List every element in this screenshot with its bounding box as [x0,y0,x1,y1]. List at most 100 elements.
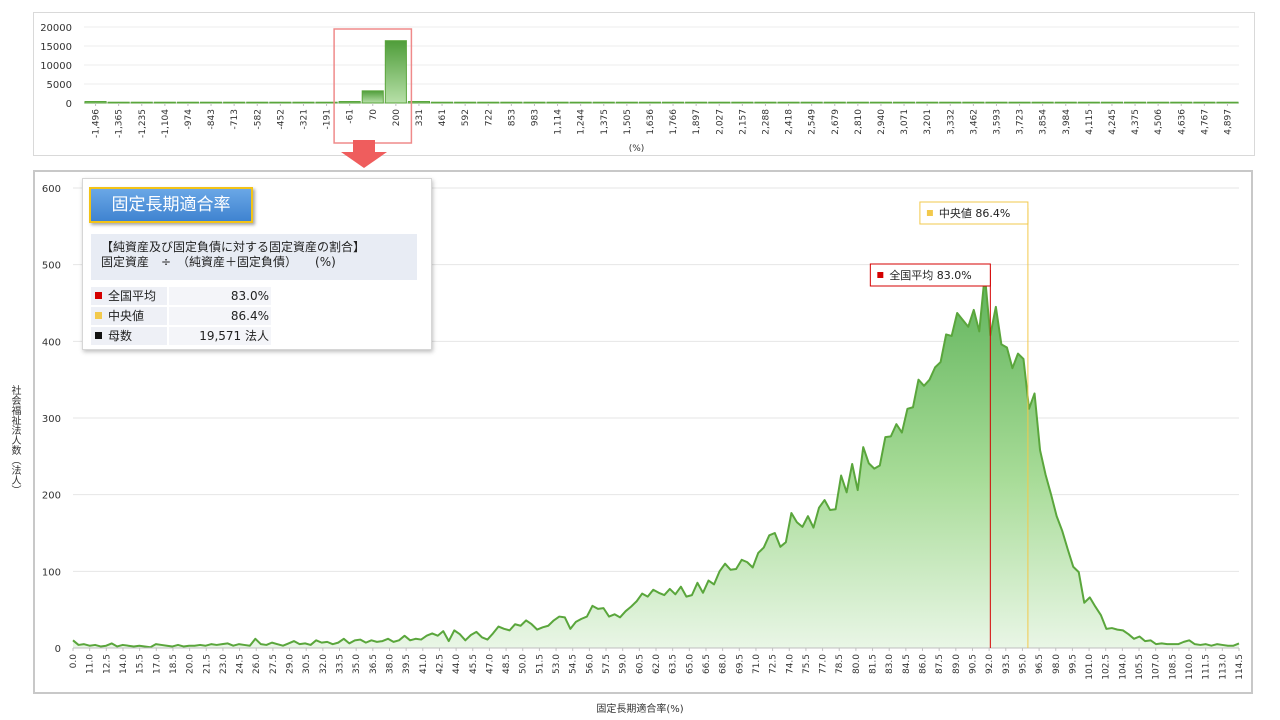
overview-bar [615,101,638,104]
info-description: 【純資産及び固定負債に対する固定資産の割合】 固定資産 ÷ （純資産＋固定負債）… [91,234,417,280]
main-x-tick-label: 75.5 [802,654,812,674]
main-y-tick-label: 300 [42,414,61,425]
main-x-tick-label: 108.5 [1168,654,1178,680]
overview-x-tick-label: 1,766 [669,109,679,135]
overview-x-tick-label: 2,288 [761,109,771,135]
main-x-tick-label: 18.5 [169,654,179,674]
overview-x-tick-label: -582 [253,109,263,129]
overview-bar [731,101,754,104]
main-x-tick-label: 81.5 [869,654,879,674]
overview-bar [893,101,916,104]
main-x-tick-label: 12.5 [102,654,112,674]
overview-x-tick-label: 1,505 [623,109,633,135]
overview-bar [916,101,939,104]
stat-value: 83.0% [169,287,271,305]
overview-bar [985,101,1008,104]
main-x-tick-label: 20.0 [186,654,196,674]
overview-bar [777,101,800,104]
main-x-tick-label: 74.0 [785,654,795,674]
overview-x-tick-label: 2,810 [854,109,864,135]
main-x-tick-label: 71.0 [752,654,762,674]
overview-x-tick-label: -1,365 [115,109,125,138]
main-x-tick-label: 78.5 [835,654,845,674]
overview-bar [1100,101,1124,104]
main-x-tick-label: 104.0 [1118,654,1128,680]
zoom-arrow-icon [341,140,387,168]
main-x-tick-label: 96.5 [1035,654,1045,674]
main-y-tick-label: 600 [42,184,61,195]
overview-x-tick-label: 2,679 [831,109,841,135]
overview-x-tick-label: 4,375 [1131,109,1141,135]
overview-bar [176,101,199,104]
stat-row-median: 中央値 86.4% [91,307,271,325]
stat-value: 19,571 法人 [169,327,271,345]
main-x-tick-label: 102.5 [1102,654,1112,680]
main-x-tick-label: 36.5 [369,654,379,674]
main-x-tick-label: 84.5 [902,654,912,674]
overview-bar [939,101,962,104]
info-box: 固定長期適合率 【純資産及び固定負債に対する固定資産の割合】 固定資産 ÷ （純… [82,178,432,350]
overview-bar [523,101,546,104]
overview-bar [153,101,176,104]
overview-bar [708,101,731,104]
main-x-tick-label: 68.0 [719,654,729,674]
main-x-tick-label: 95.0 [1018,654,1028,674]
main-x-tick-label: 14.0 [119,654,129,674]
main-series-line [72,273,1240,649]
main-x-tick-label: 38.0 [385,654,395,674]
main-x-tick-label: 86.0 [919,654,929,674]
overview-x-tick-label: 4,767 [1200,109,1210,135]
main-x-tick-label: 87.5 [935,654,945,674]
overview-x-tick-label: 983 [530,109,540,126]
overview-bar [685,101,708,104]
overview-x-tick-label: -191 [323,109,333,129]
overview-x-tick-label: 3,984 [1062,109,1072,135]
overview-bar [1054,101,1077,104]
overview-x-tick-label: 722 [484,109,494,126]
main-y-axis-title: 社会福祉法人数（法人） [9,385,20,495]
overview-bar [662,101,685,104]
overview-bar [800,101,823,104]
main-y-tick-label: 100 [42,567,61,578]
main-x-tick-label: 90.5 [968,654,978,674]
main-x-tick-label: 59.0 [619,654,629,674]
overview-x-tick-label: 3,071 [900,109,910,135]
main-x-tick-label: 114.5 [1235,654,1245,680]
marker-square-icon-0 [877,272,884,278]
overview-bar [431,101,454,104]
stat-label: 全国平均 [108,289,157,303]
overview-x-tick-label: 1,375 [600,109,610,135]
main-x-tick-label: 93.5 [1002,654,1012,674]
marker-label-box-1 [919,201,1029,225]
main-y-tick-label: 400 [42,337,61,348]
main-x-tick-label: 35.0 [352,654,362,674]
overview-bar [1170,101,1193,104]
overview-x-tick-label: 3,332 [946,109,956,135]
main-x-tick-label: 24.5 [236,654,246,674]
overview-chart-panel: 20000 15000 10000 5000 0 -1,496 -1,365 -1,235 -1… [33,12,1255,156]
main-x-tick-label: 11.0 [86,654,96,674]
main-x-tick-label: 26.0 [252,654,262,674]
info-desc-line2: 固定資産 ÷ （純資産＋固定負債） (%) [101,255,336,269]
main-x-tick-label: 21.5 [202,654,212,674]
overview-bar [361,90,384,104]
overview-x-tick-label: -1,496 [92,109,102,138]
overview-bar [84,101,107,104]
stat-label: 母数 [108,329,133,343]
main-x-tick-label: 111.5 [1202,654,1212,680]
main-x-tick-label: 69.5 [735,654,745,674]
overview-x-tick-label: 3,462 [969,109,979,135]
overview-histogram: 20000 15000 10000 5000 0 -1,496 -1,365 -1,235 -1… [40,23,1239,154]
info-desc-line1: 【純資産及び固定負債に対する固定資産の割合】 [101,240,366,254]
main-x-tick-label: 60.5 [635,654,645,674]
overview-x-tick-label: 1,897 [692,109,702,135]
overview-x-tick-label: 1,114 [554,109,564,135]
overview-bar [1008,101,1031,104]
overview-x-tick-label: 1,636 [646,109,656,135]
overview-bar [546,101,569,104]
overview-x-tick-label: -713 [230,109,240,129]
main-x-tick-label: 17.0 [152,654,162,674]
overview-x-tick-label: 3,593 [992,109,1002,135]
main-area-fill [73,274,1239,648]
main-x-tick-label: 48.5 [502,654,512,674]
